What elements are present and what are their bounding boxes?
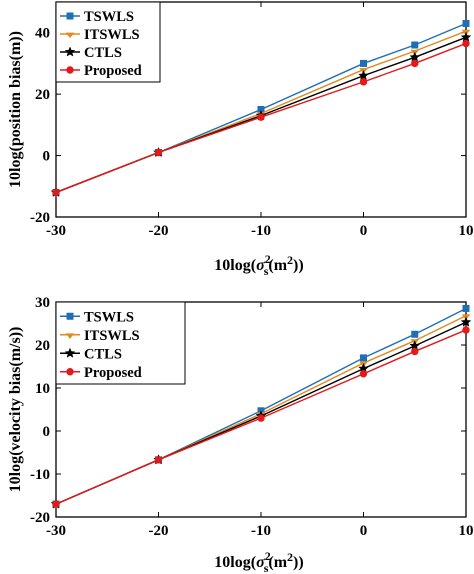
x-tick-label: -30 bbox=[46, 523, 66, 539]
legend-marker bbox=[66, 66, 74, 74]
x-tick-label: 10 bbox=[459, 523, 474, 539]
y-tick-label: 20 bbox=[35, 338, 50, 354]
data-point-proposed bbox=[411, 59, 419, 68]
x-tick-label: -30 bbox=[46, 223, 66, 239]
x-tick-label: 10 bbox=[459, 223, 474, 239]
y-tick-label: 30 bbox=[35, 295, 50, 311]
x-tick-label: 0 bbox=[360, 223, 368, 239]
data-point-proposed bbox=[411, 347, 419, 356]
legend-label: Proposed bbox=[84, 365, 142, 381]
y-tick-label: 0 bbox=[43, 149, 51, 165]
data-point-tswls bbox=[462, 304, 470, 312]
series-proposed bbox=[52, 39, 470, 197]
legend: TSWLS ITSWLS CTLS Proposed bbox=[55, 1, 161, 83]
y-tick-label: 20 bbox=[35, 87, 50, 103]
legend-label: CTLS bbox=[84, 45, 122, 61]
y-tick-label: 40 bbox=[35, 26, 50, 42]
legend: TSWLS ITSWLS CTLS Proposed bbox=[55, 301, 186, 385]
y-axis-label: 10log(position bias(m)) bbox=[7, 31, 24, 188]
series-line-proposed bbox=[55, 329, 467, 505]
data-point-tswls bbox=[360, 59, 367, 67]
y-tick-label: -20 bbox=[30, 210, 50, 226]
data-point-ctls bbox=[409, 51, 421, 62]
data-point-tswls bbox=[360, 354, 367, 362]
legend-marker bbox=[65, 32, 75, 39]
series-proposed bbox=[52, 326, 470, 508]
chart-2: -30 -20 -10 0 10-20-10010203010log(velocity … bbox=[7, 295, 474, 574]
x-tick-label: -20 bbox=[149, 523, 169, 539]
x-tick-label: -10 bbox=[251, 523, 271, 539]
x-tick-label: -20 bbox=[149, 223, 169, 239]
legend-marker bbox=[66, 12, 74, 20]
data-point-proposed bbox=[359, 78, 368, 86]
legend-label: TSWLS bbox=[84, 309, 134, 325]
series-line-proposed bbox=[55, 42, 467, 194]
data-point-proposed bbox=[154, 456, 163, 464]
y-tick-label: -10 bbox=[30, 467, 50, 483]
data-point-proposed bbox=[257, 414, 265, 422]
x-tick-label: -10 bbox=[251, 223, 271, 239]
legend-label: TSWLS bbox=[84, 9, 134, 25]
x-axis-label: 10log(σ2 s(m2)) bbox=[214, 549, 303, 574]
data-point-proposed bbox=[52, 500, 60, 508]
data-point-tswls bbox=[411, 330, 419, 338]
legend-label: ITSWLS bbox=[84, 328, 140, 344]
data-point-proposed bbox=[257, 113, 265, 121]
data-point-tswls bbox=[462, 20, 470, 27]
data-point-proposed bbox=[462, 39, 470, 48]
legend-label: ITSWLS bbox=[84, 27, 140, 43]
legend-marker bbox=[66, 312, 74, 320]
y-tick-label: 0 bbox=[43, 424, 51, 440]
legend-label: Proposed bbox=[84, 63, 142, 79]
legend-marker bbox=[64, 347, 76, 358]
data-point-ctls bbox=[358, 70, 369, 81]
y-axis-label: 10log(velocity bias(m/s)) bbox=[7, 327, 24, 493]
data-point-tswls bbox=[411, 41, 419, 49]
data-point-ctls bbox=[460, 31, 472, 42]
data-point-ctls bbox=[460, 316, 472, 327]
y-tick-label: -20 bbox=[30, 510, 50, 526]
data-point-proposed bbox=[154, 148, 163, 157]
legend-marker bbox=[65, 333, 75, 339]
legend-marker bbox=[64, 46, 76, 57]
y-tick-label: 10 bbox=[35, 381, 50, 397]
data-point-proposed bbox=[462, 326, 470, 334]
x-tick-label: 0 bbox=[360, 523, 368, 539]
x-axis-label: 10log(σ2 s(m2)) bbox=[214, 252, 303, 278]
data-point-proposed bbox=[359, 370, 368, 378]
legend-marker bbox=[66, 368, 74, 376]
legend-label: CTLS bbox=[84, 346, 122, 362]
data-point-proposed bbox=[52, 188, 60, 197]
